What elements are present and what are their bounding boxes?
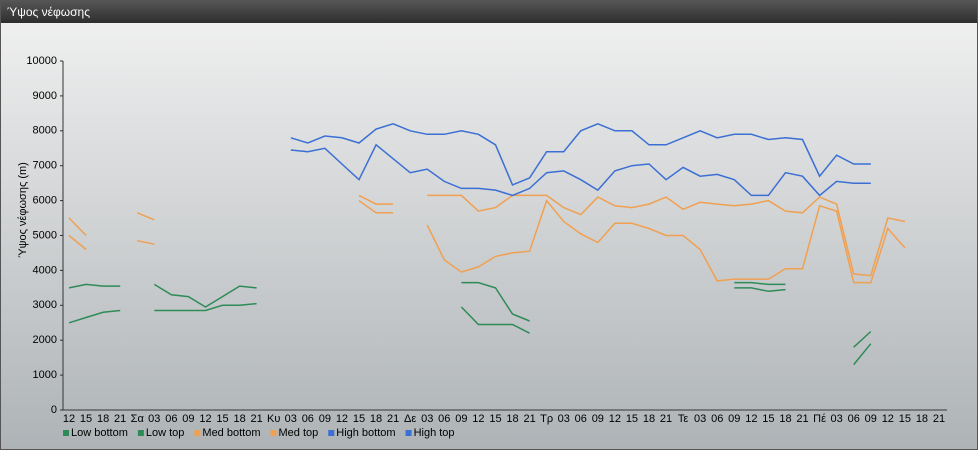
- window-title: Ύψος νέφωσης: [7, 5, 90, 19]
- x-tick-label: 12: [63, 413, 75, 425]
- x-tick-label: 21: [114, 413, 126, 425]
- legend-marker: [405, 430, 412, 436]
- y-tick-label: 10000: [26, 55, 57, 67]
- series-line: [68, 194, 906, 277]
- y-tick-label: 9000: [33, 90, 57, 102]
- x-tick-label: Σα: [131, 413, 145, 425]
- x-tick-label: 09: [319, 413, 331, 425]
- legend-label: Med bottom: [202, 427, 260, 439]
- x-tick-label: 21: [660, 413, 672, 425]
- y-tick-label: 8000: [33, 125, 57, 137]
- x-tick-label: 03: [831, 413, 843, 425]
- y-tick-label: 1000: [33, 369, 57, 381]
- x-tick-label: 18: [370, 413, 382, 425]
- x-tick-label: 03: [694, 413, 706, 425]
- x-tick-label: 18: [506, 413, 518, 425]
- y-tick-label: 7000: [33, 160, 57, 172]
- x-tick-label: 12: [472, 413, 484, 425]
- x-tick-label: 09: [182, 413, 194, 425]
- x-tick-label: 12: [882, 413, 894, 425]
- x-tick-label: 03: [558, 413, 570, 425]
- series-line: [290, 122, 871, 186]
- chart: Ύψος νέφωσης (m) 0 1000 2000 3000 4000 5000 60…: [17, 55, 947, 439]
- x-tick-label: 21: [387, 413, 399, 425]
- x-tick-label: 06: [438, 413, 450, 425]
- x-tick-label: 21: [796, 413, 808, 425]
- series-line: [68, 199, 906, 284]
- legend-marker: [63, 430, 69, 436]
- x-tick-label: 15: [353, 413, 365, 425]
- series-line: [68, 281, 872, 348]
- x-tick-label: 06: [575, 413, 587, 425]
- legend-marker: [137, 430, 144, 436]
- x-tick-label: 12: [336, 413, 348, 425]
- y-axis-label: Ύψος νέφωσης (m): [17, 162, 29, 258]
- x-tick-label: Δε: [404, 413, 416, 425]
- legend-label: Med top: [279, 427, 319, 439]
- legend-label: High bottom: [336, 427, 395, 439]
- x-tick-label: 15: [80, 413, 92, 425]
- y-tick-label: 5000: [33, 229, 57, 241]
- title-bar: Ύψος νέφωσης: [1, 1, 977, 23]
- x-tick-label: 03: [285, 413, 297, 425]
- x-tick-label: 12: [609, 413, 621, 425]
- x-tick-label: 18: [97, 413, 109, 425]
- x-tick-label: 18: [643, 413, 655, 425]
- x-tick-label: 15: [489, 413, 501, 425]
- legend-label: Low top: [146, 427, 185, 439]
- x-tick-label: Κυ: [267, 413, 280, 425]
- x-tick-label: Τρ: [540, 413, 553, 425]
- x-tick-label: 15: [626, 413, 638, 425]
- x-tick-label: 18: [233, 413, 245, 425]
- y-tick-label: 4000: [33, 264, 57, 276]
- legend-label: High top: [414, 427, 455, 439]
- series-line: [290, 143, 871, 197]
- x-tick-label: 06: [711, 413, 723, 425]
- x-tick-label: 09: [455, 413, 467, 425]
- x-tick-label: Πέ: [813, 413, 826, 425]
- legend-label: Low bottom: [71, 427, 128, 439]
- x-tick-label: 06: [848, 413, 860, 425]
- x-tick-label: 21: [933, 413, 945, 425]
- x-tick-label: 15: [762, 413, 774, 425]
- y-tick-label: 6000: [33, 195, 57, 207]
- x-tick-label: 12: [199, 413, 211, 425]
- x-tick-label: 12: [745, 413, 757, 425]
- x-tick-label: 18: [916, 413, 928, 425]
- y-tick-label: 3000: [33, 299, 57, 311]
- x-tick-label: 09: [728, 413, 740, 425]
- x-tick-label: 06: [165, 413, 177, 425]
- x-tick-label: 18: [779, 413, 791, 425]
- y-tick-label: 2000: [33, 334, 57, 346]
- x-tick-label: 21: [251, 413, 263, 425]
- legend-marker: [194, 430, 201, 436]
- x-tick-label: 15: [899, 413, 911, 425]
- x-tick-label: 09: [592, 413, 604, 425]
- legend-marker: [270, 430, 277, 436]
- x-tick-label: 15: [216, 413, 228, 425]
- x-tick-label: 09: [865, 413, 877, 425]
- x-tick-label: 21: [523, 413, 535, 425]
- legend-marker: [328, 430, 335, 436]
- x-tick-label: 06: [302, 413, 314, 425]
- series-line: [68, 287, 872, 366]
- x-tick-label: 03: [421, 413, 433, 425]
- x-tick-label: 03: [148, 413, 160, 425]
- x-tick-label: Τε: [678, 413, 689, 425]
- y-tick-label: 0: [51, 404, 57, 416]
